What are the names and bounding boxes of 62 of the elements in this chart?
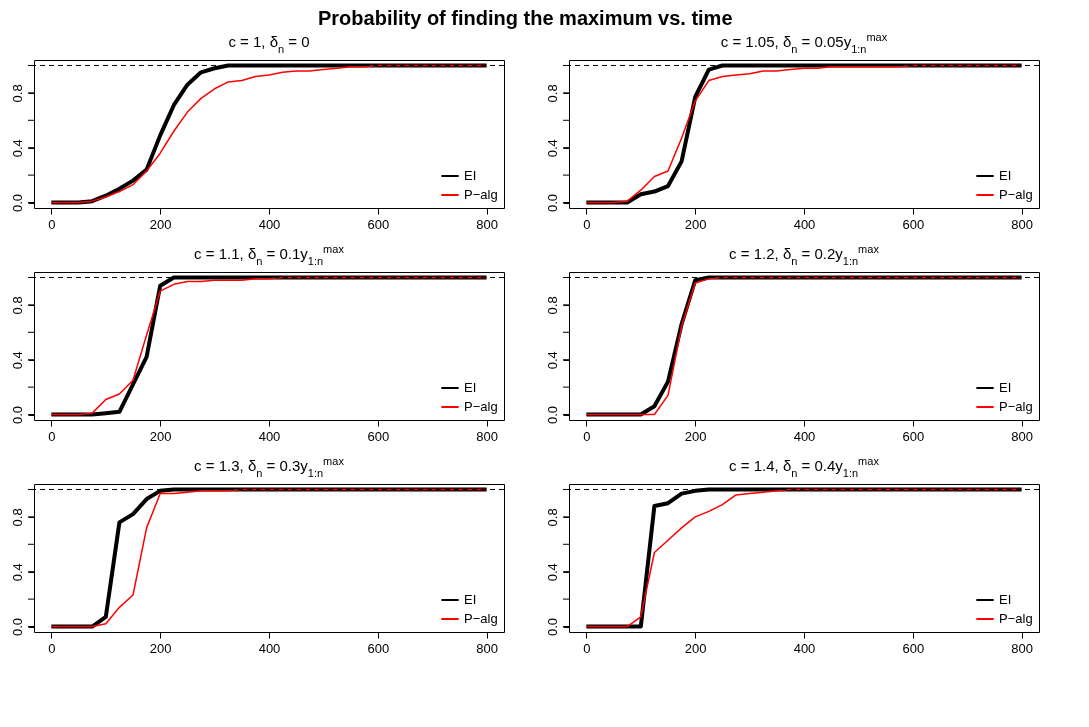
y-tick-label: 0.0 <box>544 405 560 425</box>
y-tick-label: 0.0 <box>9 405 25 425</box>
x-tick-label: 600 <box>902 640 925 656</box>
x-tick-label: 0 <box>48 428 56 444</box>
legend-label: P−alg <box>999 187 1033 202</box>
y-tick-label: 0.8 <box>544 296 560 315</box>
legend-label: EI <box>464 380 477 395</box>
x-tick-label: 800 <box>476 428 498 444</box>
legend-label: P−alg <box>999 399 1033 414</box>
x-tick-label: 800 <box>1011 216 1033 232</box>
x-tick-label: 0 <box>583 216 591 232</box>
x-tick-label: 600 <box>367 216 390 232</box>
x-tick-label: 800 <box>476 640 498 656</box>
y-tick-label: 0.8 <box>9 296 25 315</box>
x-tick-label: 400 <box>793 640 816 656</box>
legend-label: P−alg <box>464 187 498 202</box>
legend-label: EI <box>464 168 477 183</box>
y-tick-label: 0.8 <box>544 508 560 527</box>
x-tick-label: 200 <box>684 428 707 444</box>
y-tick-label: 0.4 <box>9 351 25 370</box>
x-tick-label: 200 <box>149 428 172 444</box>
x-tick-label: 600 <box>367 640 390 656</box>
y-tick-label: 0.0 <box>9 617 25 637</box>
y-tick-label: 0.8 <box>9 508 25 527</box>
x-tick-label: 800 <box>476 216 498 232</box>
x-tick-label: 200 <box>149 640 172 656</box>
x-tick-label: 200 <box>149 216 172 232</box>
y-tick-label: 0.4 <box>9 139 25 158</box>
x-tick-label: 800 <box>1011 640 1033 656</box>
x-tick-label: 400 <box>258 640 281 656</box>
x-tick-label: 0 <box>48 216 56 232</box>
y-tick-label: 0.0 <box>544 617 560 637</box>
text: Probability of finding the maximum vs. time <box>317 6 733 29</box>
y-tick-label: 0.4 <box>9 563 25 582</box>
x-tick-label: 200 <box>684 216 707 232</box>
legend-label: P−alg <box>999 611 1033 626</box>
x-tick-label: 0 <box>583 428 591 444</box>
legend-label: EI <box>999 380 1012 395</box>
x-tick-label: 600 <box>902 216 925 232</box>
x-tick-label: 400 <box>258 428 281 444</box>
y-tick-label: 0.4 <box>544 563 560 582</box>
legend-label: P−alg <box>464 399 498 414</box>
x-tick-label: 400 <box>793 428 816 444</box>
x-tick-label: 0 <box>48 640 56 656</box>
x-tick-label: 400 <box>793 216 816 232</box>
y-tick-label: 0.8 <box>544 84 560 103</box>
x-tick-label: 800 <box>1011 428 1033 444</box>
legend-label: P−alg <box>464 611 498 626</box>
legend-label: EI <box>464 592 477 607</box>
y-tick-label: 0.0 <box>9 193 25 213</box>
legend-label: EI <box>999 168 1012 183</box>
x-tick-label: 0 <box>583 640 591 656</box>
chart-title: c = 1, δ$_{n}$ = 0 <box>228 33 310 55</box>
x-tick-label: 200 <box>684 640 707 656</box>
y-tick-label: 0.4 <box>544 139 560 158</box>
x-tick-label: 400 <box>258 216 281 232</box>
y-tick-label: 0.4 <box>544 351 560 370</box>
legend-label: EI <box>999 592 1012 607</box>
x-tick-label: 600 <box>902 428 925 444</box>
y-tick-label: 0.0 <box>544 193 560 213</box>
x-tick-label: 600 <box>367 428 390 444</box>
y-tick-label: 0.8 <box>9 84 25 103</box>
